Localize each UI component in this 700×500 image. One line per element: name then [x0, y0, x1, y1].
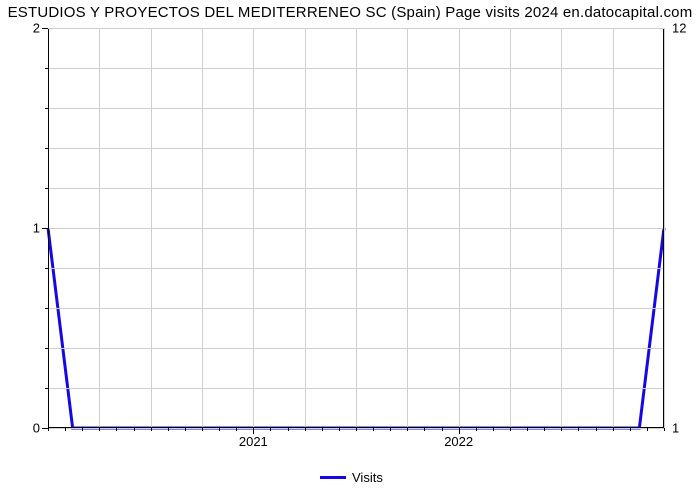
chart-container: ESTUDIOS Y PROYECTOS DEL MEDITERRENEO SC… [0, 0, 700, 500]
x-minor-tick [613, 428, 614, 431]
x-minor-tick [219, 428, 220, 431]
x-minor-tick [596, 428, 597, 431]
y2-tick-label: 1 [672, 421, 679, 436]
x-minor-tick [407, 428, 408, 431]
legend-swatch [320, 476, 346, 479]
gridline-vertical [151, 28, 152, 428]
x-minor-tick [151, 428, 152, 431]
y-tick-label: 0 [20, 421, 40, 436]
y-minor-tick [45, 268, 48, 269]
y-minor-tick [45, 188, 48, 189]
gridline-vertical [253, 28, 254, 428]
x-minor-tick [65, 428, 66, 431]
x-minor-tick [168, 428, 169, 431]
x-minor-tick [48, 428, 49, 431]
y-minor-tick [45, 308, 48, 309]
gridline-vertical [99, 28, 100, 428]
x-minor-tick [647, 428, 648, 431]
legend-label: Visits [352, 470, 383, 485]
y-tick-label: 2 [20, 21, 40, 36]
gridline-vertical [613, 28, 614, 428]
y-minor-tick [45, 388, 48, 389]
legend: Visits [320, 470, 383, 485]
x-tick [253, 428, 254, 434]
x-minor-tick [442, 428, 443, 431]
y-minor-tick [45, 148, 48, 149]
gridline-vertical [510, 28, 511, 428]
x-minor-tick [116, 428, 117, 431]
y-tick-label: 1 [20, 221, 40, 236]
chart-title: ESTUDIOS Y PROYECTOS DEL MEDITERRENEO SC… [0, 4, 700, 21]
y-tick [42, 28, 48, 29]
x-minor-tick [476, 428, 477, 431]
x-minor-tick [373, 428, 374, 431]
gridline-vertical [407, 28, 408, 428]
x-minor-tick [202, 428, 203, 431]
x-tick [459, 428, 460, 434]
x-minor-tick [185, 428, 186, 431]
x-tick-label: 2021 [239, 434, 268, 449]
x-minor-tick [305, 428, 306, 431]
x-minor-tick [493, 428, 494, 431]
x-minor-tick [424, 428, 425, 431]
x-minor-tick [527, 428, 528, 431]
gridline-vertical [561, 28, 562, 428]
axis-right [663, 28, 664, 428]
gridline-vertical [664, 28, 665, 428]
plot-area [48, 28, 664, 428]
x-minor-tick [510, 428, 511, 431]
y-tick [42, 228, 48, 229]
x-minor-tick [390, 428, 391, 431]
x-minor-tick [134, 428, 135, 431]
x-minor-tick [339, 428, 340, 431]
x-tick-label: 2022 [444, 434, 473, 449]
y-minor-tick [45, 348, 48, 349]
axis-left [48, 28, 49, 428]
gridline-vertical [202, 28, 203, 428]
x-minor-tick [82, 428, 83, 431]
x-minor-tick [544, 428, 545, 431]
y-minor-tick [45, 68, 48, 69]
x-minor-tick [322, 428, 323, 431]
y-minor-tick [45, 108, 48, 109]
x-minor-tick [356, 428, 357, 431]
x-minor-tick [99, 428, 100, 431]
gridline-vertical [459, 28, 460, 428]
x-minor-tick [288, 428, 289, 431]
y2-tick-label: 12 [672, 21, 686, 36]
x-minor-tick [630, 428, 631, 431]
x-minor-tick [270, 428, 271, 431]
axis-top [48, 28, 664, 29]
x-minor-tick [561, 428, 562, 431]
gridline-vertical [356, 28, 357, 428]
x-minor-tick [236, 428, 237, 431]
x-minor-tick [664, 428, 665, 431]
x-minor-tick [578, 428, 579, 431]
gridline-vertical [305, 28, 306, 428]
